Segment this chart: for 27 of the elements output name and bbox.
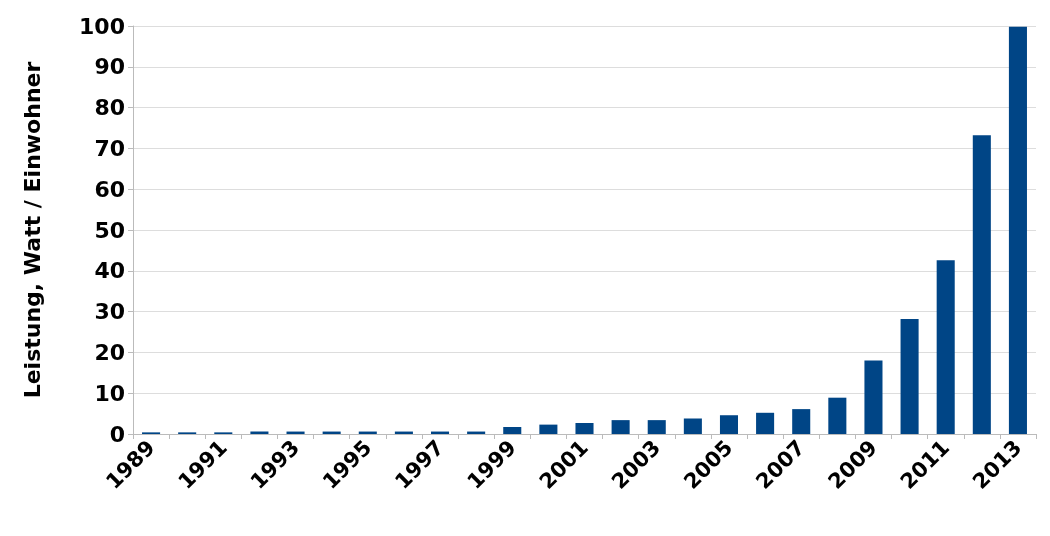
bar [503,427,522,434]
bar [828,397,847,434]
bar [719,415,739,434]
bar [900,318,919,434]
bar [864,360,883,434]
bar [575,422,594,434]
bar [756,412,775,434]
y-tick-label: 10 [94,380,125,406]
y-tick-label: 70 [94,135,125,161]
y-tick-label: 40 [94,258,125,284]
bar [683,418,702,434]
y-axis-title: Leistung, Watt / Einwohner [19,61,45,399]
bar [539,424,558,434]
y-tick-label: 0 [109,421,125,447]
bar [647,420,666,434]
y-tick-label: 30 [94,299,125,325]
y-tick-label: 80 [94,95,125,121]
bar [792,409,811,434]
y-tick-label: 20 [94,339,125,365]
y-tick-label: 50 [94,217,125,243]
bar [972,135,991,434]
bar [936,260,955,434]
y-tick-label: 90 [94,54,125,80]
y-tick-label: 60 [94,176,125,202]
y-tick-label: 100 [79,13,125,39]
bar [611,420,630,434]
bar [1008,26,1027,434]
